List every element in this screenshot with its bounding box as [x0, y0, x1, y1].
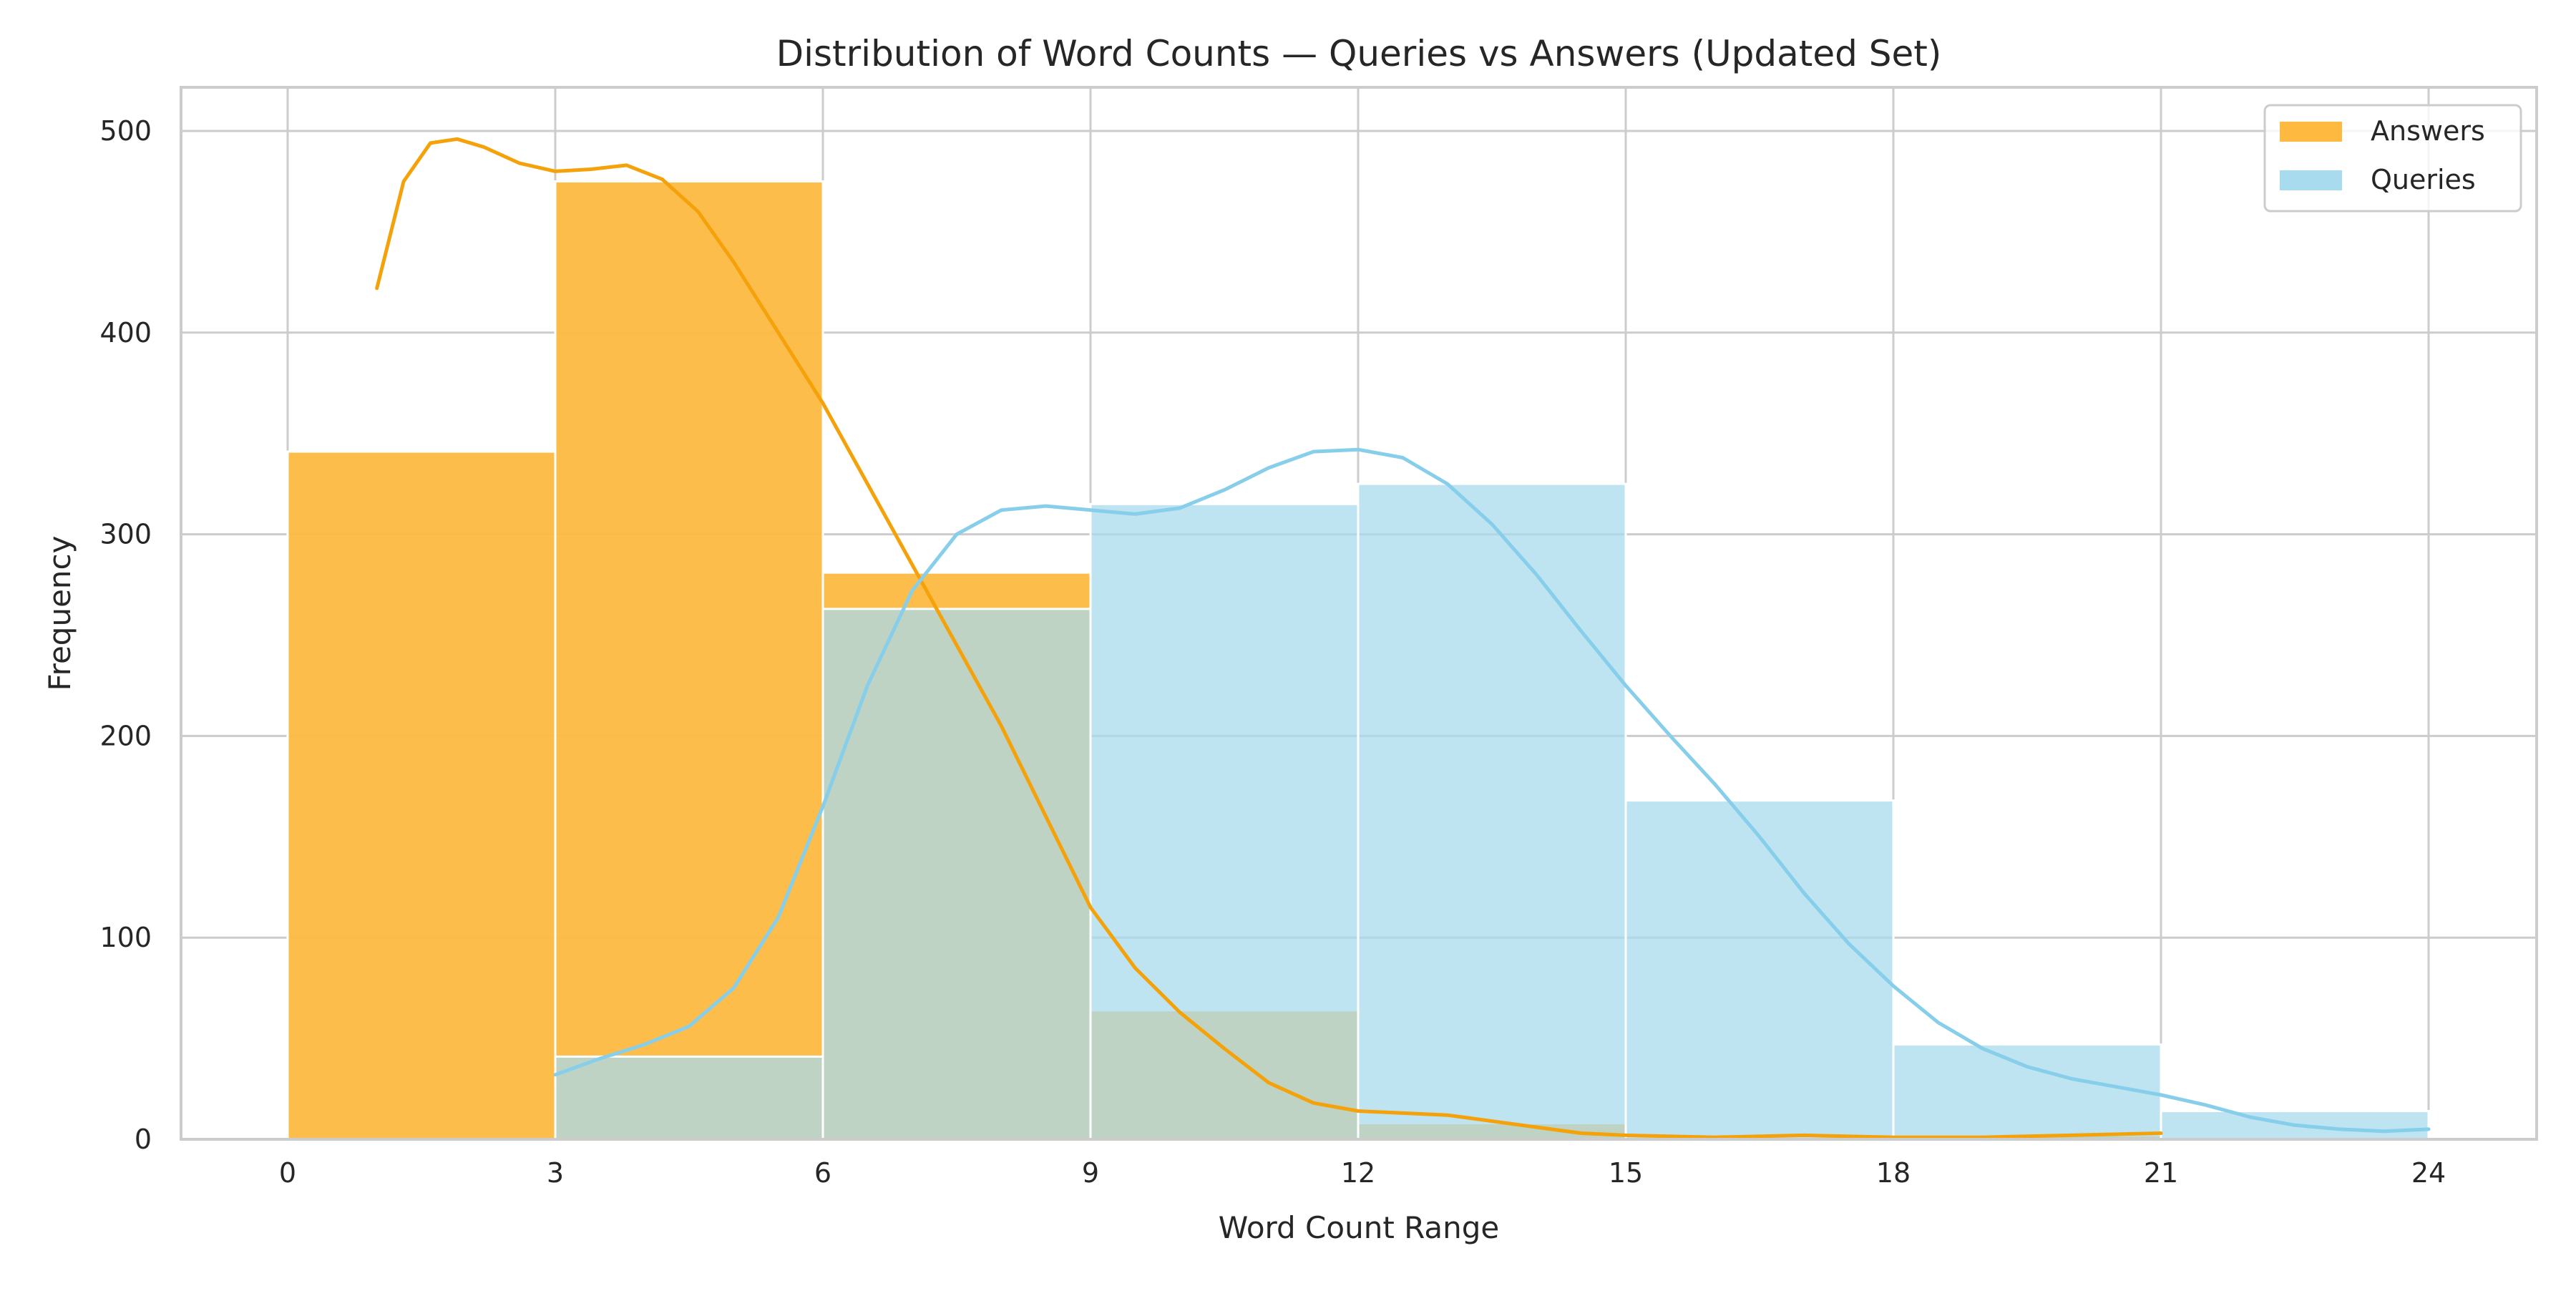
kde-line-answers [375, 137, 2163, 1139]
y-tick-label: 100 [99, 922, 152, 953]
bar-queries [1089, 502, 1360, 1141]
axes-frame [180, 86, 2538, 1141]
x-axis-label: Word Count Range [1219, 1210, 1500, 1245]
kde-lines [375, 137, 2431, 1139]
x-tick-label: 9 [1082, 1157, 1099, 1189]
chart-title: Distribution of Word Counts — Queries vs… [776, 33, 1942, 74]
x-tick-label: 15 [1609, 1157, 1643, 1189]
legend-swatch-queries [2280, 170, 2342, 190]
x-tick-labels: 0 3 6 9 12 15 18 21 24 [279, 1157, 2446, 1189]
bar-answers [554, 180, 824, 1141]
bar-queries [1892, 1043, 2162, 1141]
bar-answers [286, 450, 557, 1141]
y-tick-label: 0 [135, 1124, 152, 1155]
legend-label-answers: Answers [2371, 115, 2485, 147]
x-tick-label: 12 [1341, 1157, 1375, 1189]
y-tick-label: 500 [99, 115, 152, 147]
x-tick-label: 0 [279, 1157, 296, 1189]
legend: Answers Queries [2263, 104, 2522, 213]
legend-label-queries: Queries [2371, 164, 2476, 195]
x-tick-label: 18 [1876, 1157, 1911, 1189]
y-axis-label: Frequency [42, 536, 77, 691]
bar-queries [1357, 482, 1627, 1141]
x-tick-label: 6 [814, 1157, 831, 1189]
x-tick-label: 3 [547, 1157, 564, 1189]
y-tick-label: 400 [99, 317, 152, 349]
legend-swatch-answers [2280, 122, 2342, 142]
bars [286, 180, 2430, 1141]
y-tick-labels: 0 100 200 300 400 500 [99, 115, 152, 1155]
bar-queries [554, 1055, 824, 1141]
bar-queries [1624, 799, 1895, 1141]
y-tick-label: 300 [99, 519, 152, 550]
x-tick-label: 24 [2411, 1157, 2446, 1189]
x-tick-label: 21 [2144, 1157, 2178, 1189]
kde-line-queries [553, 447, 2431, 1134]
y-tick-label: 200 [99, 720, 152, 751]
bar-queries [821, 608, 1092, 1141]
